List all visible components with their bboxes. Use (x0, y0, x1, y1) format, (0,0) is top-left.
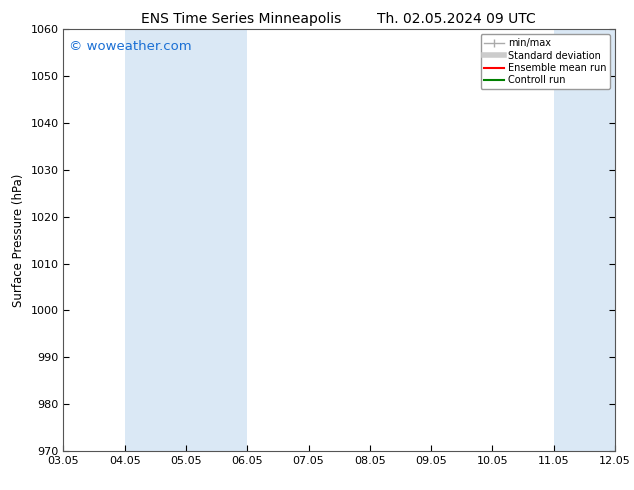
Text: Th. 02.05.2024 09 UTC: Th. 02.05.2024 09 UTC (377, 12, 536, 26)
Bar (125, 29, 247, 451)
Y-axis label: Surface Pressure (hPa): Surface Pressure (hPa) (12, 173, 25, 307)
Text: ENS Time Series Minneapolis: ENS Time Series Minneapolis (141, 12, 341, 26)
Text: © woweather.com: © woweather.com (69, 40, 191, 53)
Bar (553, 29, 615, 451)
Legend: min/max, Standard deviation, Ensemble mean run, Controll run: min/max, Standard deviation, Ensemble me… (481, 34, 610, 89)
